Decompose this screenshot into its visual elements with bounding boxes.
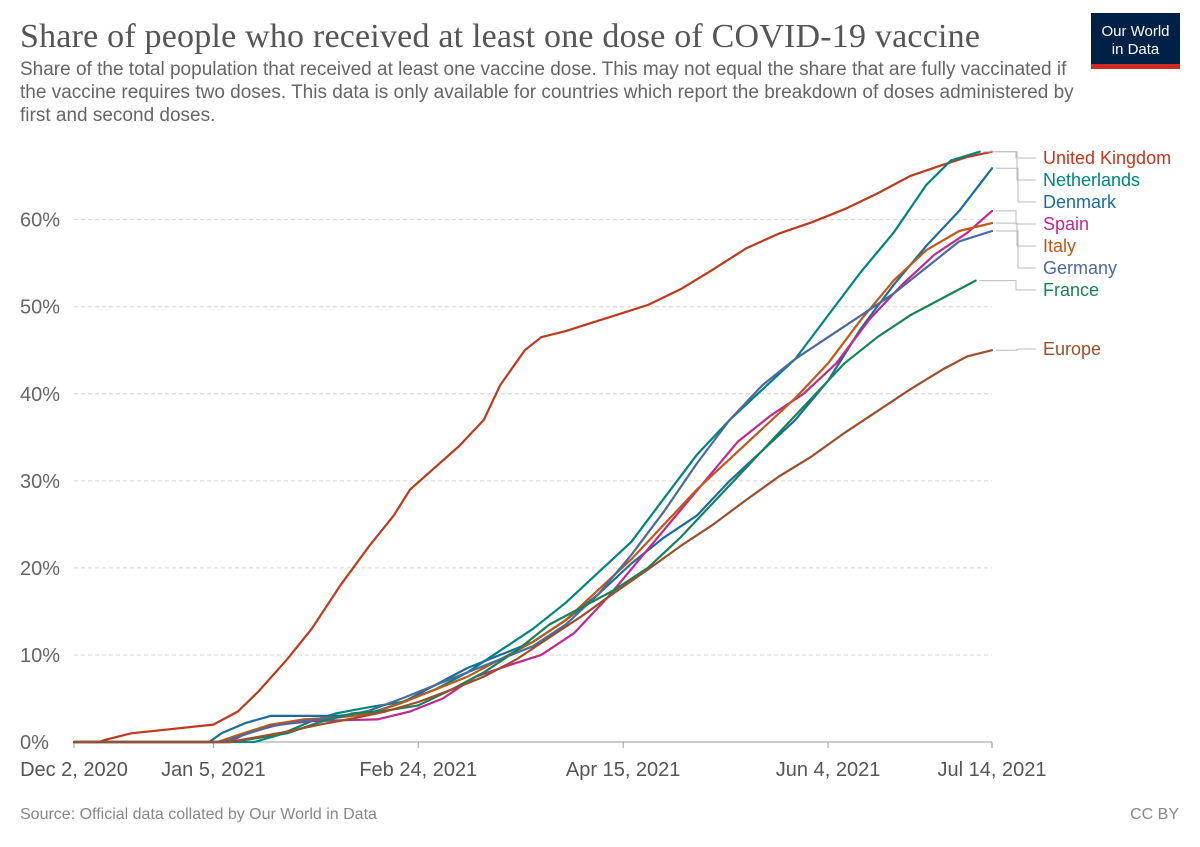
logo-line-1: Our World [1101,23,1170,40]
x-tick-label: Apr 15, 2021 [566,759,681,781]
series-line-spain [72,209,994,744]
series-label-germany: Germany [1043,258,1117,278]
line-chart: 0% 10% 20% 30% 40% 50% 60% Dec 2, 2020 Jan 5, 2… [20,148,1171,781]
x-tick-label: Jan 5, 2021 [161,759,266,781]
label-connector [983,151,1036,181]
y-tick-label: 60% [20,210,60,232]
series-line-france [72,279,977,744]
series-lines [72,150,994,744]
series-label-spain: Spain [1043,214,1089,234]
label-connector [996,348,1036,351]
label-connector [996,167,1036,203]
x-axis-ticks: Dec 2, 2020 Jan 5, 2021 Feb 24, 2021 Apr 15… [20,742,1046,781]
series-label-france: France [1043,280,1099,300]
label-connector [996,151,1036,159]
y-axis-ticks: 0% 10% 20% 30% 40% 50% 60% [20,210,60,754]
chart-title: Share of people who received at least on… [20,18,981,55]
label-connector [996,210,1036,225]
license-link[interactable]: CC BY [1130,806,1179,823]
series-labels: United KingdomNetherlandsDenmarkSpainIta… [979,148,1171,359]
y-tick-label: 10% [20,645,60,667]
series-line-italy [72,222,994,744]
series-line-europe [72,349,994,744]
x-tick-label: Dec 2, 2020 [20,759,128,781]
x-tick-label: Jul 14, 2021 [938,759,1047,781]
series-label-united-kingdom: United Kingdom [1043,148,1171,168]
source-note[interactable]: Source: Official data collated by Our Wo… [20,806,377,823]
series-line-netherlands [72,150,981,744]
series-label-europe: Europe [1043,339,1101,359]
label-connector [996,230,1036,269]
y-tick-label: 40% [20,384,60,406]
y-tick-label: 30% [20,471,60,493]
owid-logo[interactable]: Our World in Data [1091,13,1180,69]
label-connector [996,222,1036,247]
label-connector [979,280,1036,291]
series-line-denmark [72,167,994,744]
series-label-italy: Italy [1043,236,1076,256]
series-label-denmark: Denmark [1043,192,1117,212]
x-tick-label: Jun 4, 2021 [776,759,881,781]
y-tick-label: 0% [20,732,49,754]
y-tick-label: 20% [20,558,60,580]
y-tick-label: 50% [20,297,60,319]
series-label-netherlands: Netherlands [1043,170,1140,190]
x-tick-label: Feb 24, 2021 [359,759,477,781]
gridlines [74,219,992,743]
series-line-united-kingdom [72,150,994,744]
logo-line-2: in Data [1111,41,1160,58]
series-line-germany [72,229,994,744]
chart-subtitle: Share of the total population that recei… [20,59,1074,126]
